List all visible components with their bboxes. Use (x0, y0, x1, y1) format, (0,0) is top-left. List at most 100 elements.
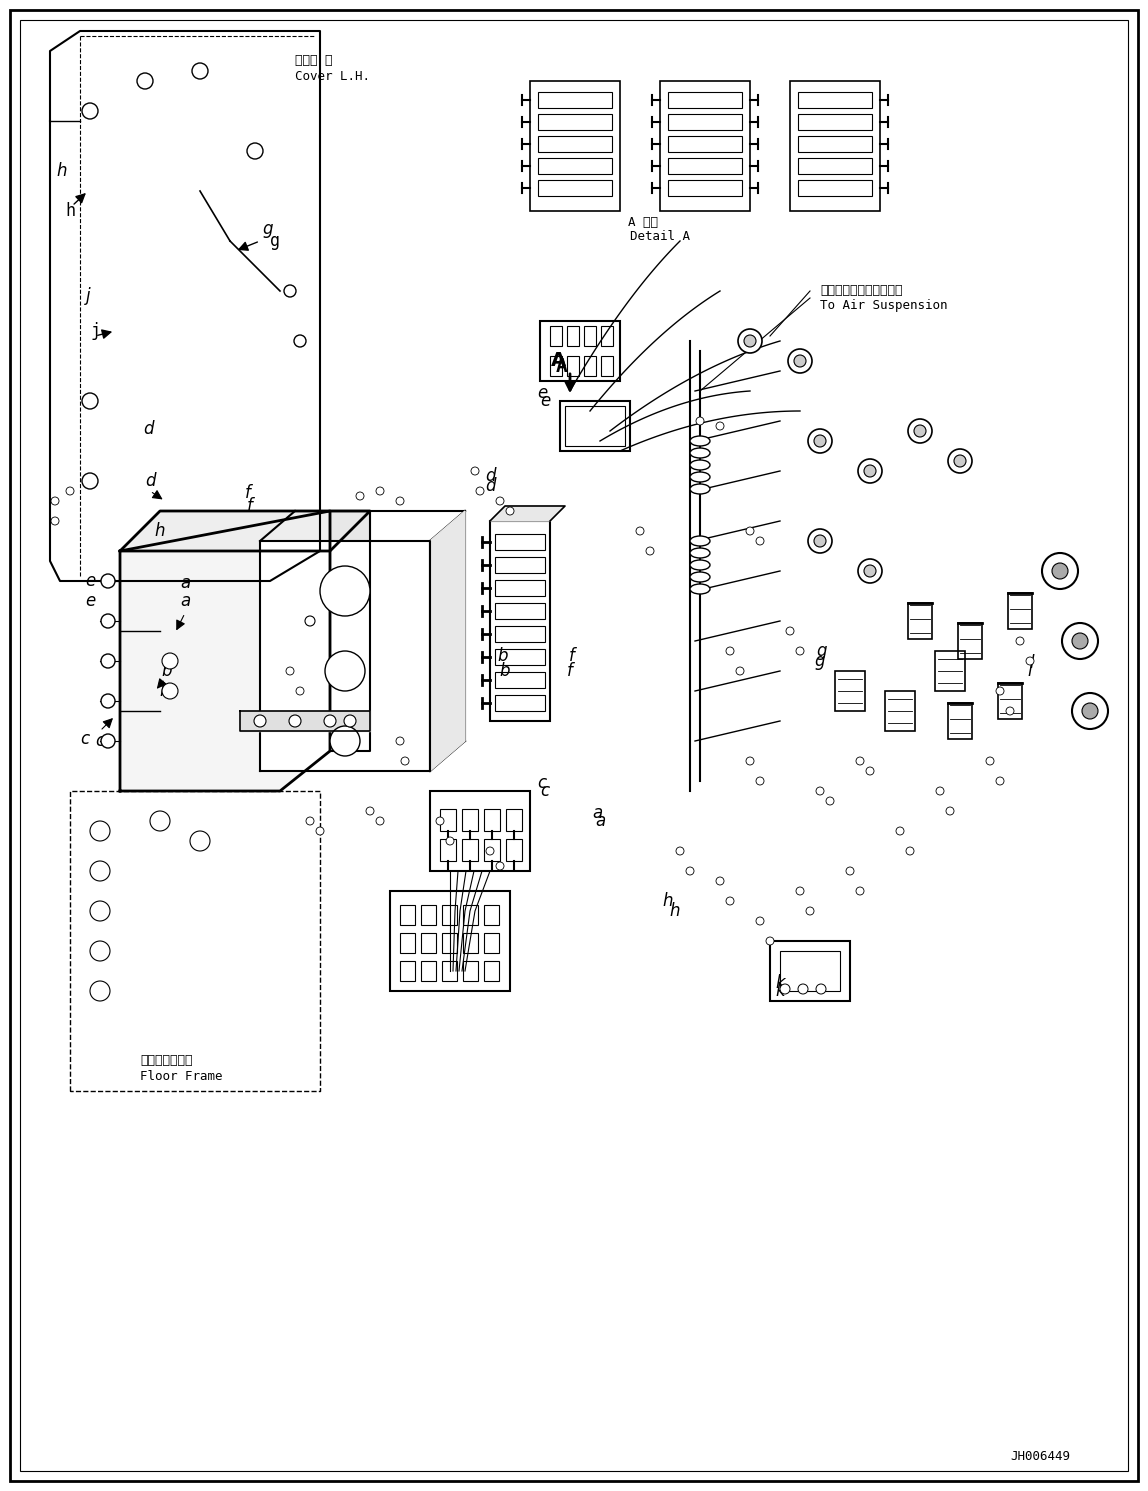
Ellipse shape (690, 549, 709, 558)
Text: g: g (816, 643, 828, 661)
Polygon shape (51, 31, 320, 581)
Ellipse shape (690, 473, 709, 482)
Circle shape (954, 455, 965, 467)
Text: j: j (90, 322, 100, 340)
Text: d: d (142, 420, 153, 438)
Circle shape (936, 787, 944, 795)
Bar (506, 839, 522, 860)
Bar (421, 933, 436, 953)
Text: d: d (145, 473, 155, 491)
Text: A 詳細: A 詳細 (628, 216, 658, 230)
Bar (668, 136, 742, 152)
Text: a: a (595, 813, 605, 830)
Text: b: b (162, 662, 172, 680)
Circle shape (786, 628, 794, 635)
Bar (495, 626, 545, 643)
Circle shape (788, 349, 812, 373)
Bar (567, 356, 579, 376)
Circle shape (1026, 658, 1034, 665)
Text: e: e (540, 392, 550, 410)
Circle shape (864, 465, 876, 477)
Bar (430, 792, 530, 871)
Ellipse shape (690, 435, 709, 446)
Text: To Air Suspension: To Air Suspension (820, 298, 947, 312)
Bar (148, 649, 192, 713)
Circle shape (90, 860, 110, 881)
Bar (484, 962, 499, 981)
Circle shape (82, 473, 98, 489)
Text: b: b (160, 681, 170, 699)
Bar (484, 933, 499, 953)
Circle shape (908, 419, 932, 443)
Bar (390, 892, 510, 992)
Bar (660, 81, 750, 212)
Bar (490, 520, 550, 722)
Bar (506, 810, 522, 830)
Bar (495, 534, 545, 550)
Circle shape (377, 488, 383, 495)
Text: e: e (85, 573, 95, 590)
Bar (442, 905, 457, 924)
Bar (442, 933, 457, 953)
Bar (495, 558, 545, 573)
Text: h: h (662, 892, 673, 910)
Circle shape (471, 467, 479, 476)
Text: f: f (567, 662, 573, 680)
Polygon shape (121, 511, 370, 552)
Text: g: g (263, 221, 273, 239)
Circle shape (496, 862, 504, 871)
Bar (957, 623, 982, 659)
Circle shape (1006, 707, 1014, 716)
Circle shape (808, 429, 832, 453)
Polygon shape (240, 711, 370, 731)
Circle shape (325, 652, 365, 690)
Circle shape (356, 492, 364, 499)
Bar (584, 356, 596, 376)
Circle shape (757, 537, 765, 546)
Bar (495, 580, 545, 596)
Circle shape (296, 687, 304, 695)
Bar (550, 356, 563, 376)
Polygon shape (329, 511, 370, 751)
Circle shape (948, 449, 972, 473)
Ellipse shape (690, 485, 709, 494)
Circle shape (757, 917, 765, 924)
Circle shape (294, 335, 307, 347)
Text: c: c (95, 732, 104, 750)
Text: Detail A: Detail A (630, 231, 690, 243)
Circle shape (486, 847, 494, 854)
Circle shape (90, 901, 110, 921)
Circle shape (676, 847, 684, 854)
Text: フロアフレーム: フロアフレーム (140, 1054, 193, 1068)
Circle shape (316, 828, 324, 835)
Circle shape (192, 63, 208, 79)
Circle shape (254, 716, 266, 728)
Circle shape (82, 394, 98, 409)
Circle shape (90, 981, 110, 1000)
Circle shape (396, 737, 404, 746)
Circle shape (506, 507, 514, 514)
Circle shape (436, 817, 444, 825)
Bar (421, 962, 436, 981)
Circle shape (814, 535, 827, 547)
Bar (495, 695, 545, 711)
Bar (602, 327, 613, 346)
Bar (948, 702, 972, 740)
Bar (584, 327, 596, 346)
Circle shape (946, 807, 954, 816)
Polygon shape (259, 541, 430, 771)
Circle shape (906, 847, 914, 854)
Ellipse shape (690, 573, 709, 581)
Circle shape (716, 422, 724, 429)
Circle shape (101, 734, 115, 748)
Polygon shape (430, 511, 465, 771)
Text: A: A (550, 352, 566, 370)
Circle shape (796, 887, 804, 895)
Bar (421, 905, 436, 924)
Circle shape (496, 497, 504, 505)
Text: c: c (537, 774, 546, 792)
Bar (400, 933, 414, 953)
Circle shape (307, 817, 315, 825)
Text: g: g (270, 233, 280, 250)
Circle shape (796, 647, 804, 655)
